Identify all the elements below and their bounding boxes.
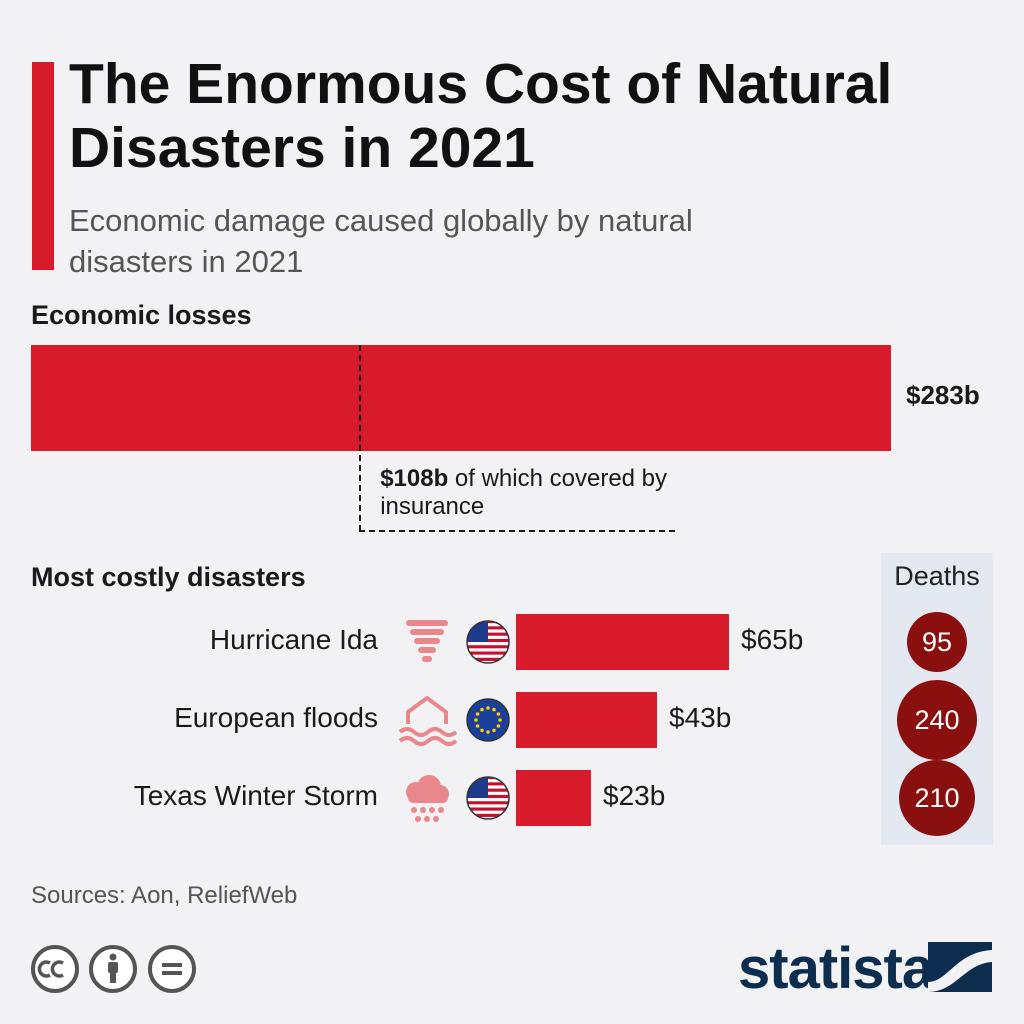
- insured-marker-line: [359, 345, 362, 531]
- disaster-bar: [516, 770, 591, 826]
- most-costly-label: Most costly disasters: [31, 562, 306, 592]
- chart-title: The Enormous Cost of Natural Disasters i…: [69, 52, 893, 180]
- disaster-value-label: $65b: [741, 624, 804, 655]
- deaths-circle: 240: [897, 680, 977, 760]
- flood-icon: [398, 696, 458, 746]
- disaster-row: European floods $43b 240: [0, 680, 1024, 760]
- disaster-row: Hurricane Ida $65b 95: [0, 611, 1024, 673]
- total-losses-bar: [31, 345, 891, 451]
- sources-note: Sources: Aon, ReliefWeb: [31, 882, 298, 909]
- disaster-row: Texas Winter Storm $23b 210: [0, 760, 1024, 836]
- disaster-bar: [516, 614, 729, 670]
- deaths-circle: 95: [906, 611, 968, 673]
- total-losses-value: $283b: [906, 380, 980, 410]
- tornado-icon: [406, 620, 448, 662]
- deaths-header: Deaths: [894, 561, 980, 591]
- disaster-label: Texas Winter Storm: [133, 780, 378, 811]
- deaths-circle: 210: [899, 760, 975, 836]
- title-accent-bar: [32, 62, 54, 270]
- disaster-bar: [516, 692, 657, 748]
- disaster-label: Hurricane Ida: [209, 624, 378, 655]
- snow-storm-icon: [406, 775, 449, 822]
- insured-bracket-line: [359, 530, 676, 532]
- eu-flag-icon: [466, 698, 510, 742]
- insured-note: $108b of which covered by insurance: [380, 465, 680, 521]
- insured-text: of which covered by insurance: [380, 465, 668, 520]
- disaster-label: European floods: [174, 702, 378, 733]
- statista-wordmark: statista: [738, 936, 934, 1001]
- us-flag-icon: [466, 620, 510, 664]
- us-flag-icon: [466, 776, 510, 820]
- license-icons: [30, 944, 201, 999]
- disaster-value-label: $23b: [603, 780, 666, 811]
- economic-losses-label: Economic losses: [31, 300, 252, 330]
- chart-subtitle: Economic damage caused globally by natur…: [69, 203, 693, 279]
- insured-amount: $108b: [380, 465, 449, 492]
- statista-mark-icon: [928, 942, 992, 992]
- creative-commons-icon: [31, 945, 79, 993]
- disaster-value-label: $43b: [669, 702, 732, 733]
- no-derivatives-icon: [147, 945, 196, 993]
- attribution-icon: [89, 945, 138, 993]
